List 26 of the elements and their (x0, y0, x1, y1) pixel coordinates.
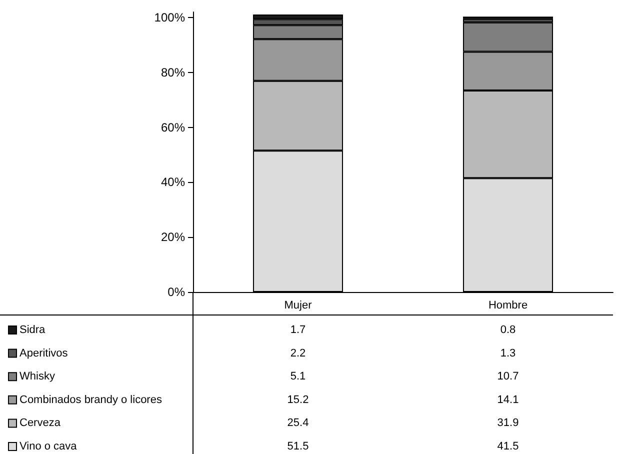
y-tick-label: 0% (168, 285, 186, 299)
legend-label: Sidra (20, 324, 46, 336)
data-label: 41.5 (497, 440, 519, 452)
data-label: 25.4 (287, 417, 309, 430)
data-label: 1.3 (500, 347, 516, 360)
y-tick-label: 100% (154, 10, 186, 24)
x-tick-label: Hombre (488, 300, 528, 312)
data-label: 1.7 (290, 324, 306, 336)
y-tick-label: 20% (160, 230, 186, 244)
data-label: 10.7 (497, 370, 519, 383)
data-label: 15.2 (287, 394, 309, 406)
y-tick-label: 60% (160, 120, 186, 134)
legend-label: Whisky (20, 370, 56, 383)
data-label: 5.1 (290, 370, 306, 383)
y-tick-label: 80% (160, 65, 186, 80)
legend-label: Cerveza (20, 417, 62, 430)
legend-label: Vino o cava (20, 440, 78, 452)
data-label: 51.5 (287, 440, 309, 452)
y-tick-label: 40% (160, 175, 186, 190)
legend-label: Combinados brandy o licores (20, 394, 162, 406)
legend-label: Aperitivos (20, 347, 68, 360)
data-label: 0.8 (500, 324, 516, 336)
data-label: 2.2 (290, 347, 306, 360)
data-label: 14.1 (497, 394, 519, 406)
data-label: 31.9 (497, 417, 519, 430)
x-tick-label: Mujer (284, 300, 312, 312)
